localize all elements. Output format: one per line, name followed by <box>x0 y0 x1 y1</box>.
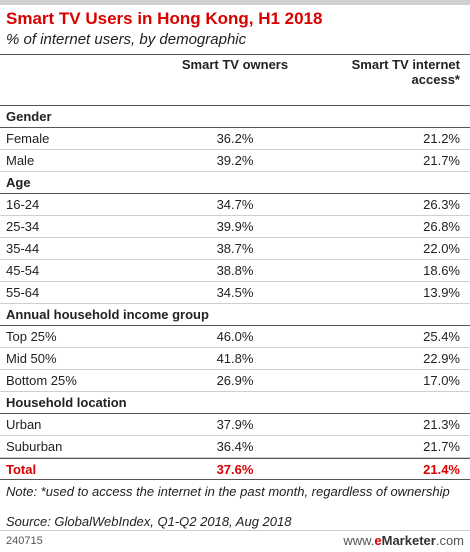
access-value: 26.8% <box>423 219 460 234</box>
chart-source: Source: GlobalWebIndex, Q1-Q2 2018, Aug … <box>6 514 292 529</box>
brand-suffix: .com <box>435 533 464 548</box>
table-row: Female 36.2% 21.2% <box>0 128 470 150</box>
owners-value: 26.9% <box>216 373 254 388</box>
access-value: 21.2% <box>423 131 460 146</box>
owners-value: 36.2% <box>216 131 254 146</box>
row-label: 16-24 <box>6 197 40 212</box>
table-row: 55-64 34.5% 13.9% <box>0 282 470 304</box>
row-label: Male <box>6 153 35 168</box>
data-table: Smart TV owners Smart TV internet access… <box>0 54 470 480</box>
footer: 240715 www.eMarketer.com <box>0 530 470 552</box>
chart-id: 240715 <box>6 535 43 547</box>
access-value: 26.3% <box>423 197 460 212</box>
group-label: Age <box>6 175 31 190</box>
total-row: Total 37.6% 21.4% <box>0 458 470 480</box>
table-row: Urban 37.9% 21.3% <box>0 414 470 436</box>
brand-e: e <box>374 533 382 548</box>
group-header-row: Age <box>0 172 470 194</box>
access-value: 17.0% <box>423 373 460 388</box>
row-label: Urban <box>6 417 42 432</box>
total-owners-value: 37.6% <box>216 462 254 477</box>
table-row: Male 39.2% 21.7% <box>0 150 470 172</box>
owners-value: 39.9% <box>216 219 254 234</box>
group-header-row: Annual household income group <box>0 304 470 326</box>
row-label: 55-64 <box>6 285 40 300</box>
column-header-access: Smart TV internet access* <box>351 57 460 87</box>
group-label: Household location <box>6 395 127 410</box>
table-row: Mid 50% 41.8% 22.9% <box>0 348 470 370</box>
owners-value: 34.7% <box>216 197 254 212</box>
row-label: Suburban <box>6 439 63 454</box>
row-label: 25-34 <box>6 219 40 234</box>
table-row: Bottom 25% 26.9% 17.0% <box>0 370 470 392</box>
table-row: Suburban 36.4% 21.7% <box>0 436 470 458</box>
row-label: Mid 50% <box>6 351 57 366</box>
owners-value: 39.2% <box>216 153 254 168</box>
access-value: 25.4% <box>423 329 460 344</box>
owners-value: 38.7% <box>216 241 254 256</box>
table-row: Top 25% 46.0% 25.4% <box>0 326 470 348</box>
owners-value: 36.4% <box>216 439 254 454</box>
chart-note: Note: *used to access the internet in th… <box>6 484 450 499</box>
owners-value: 38.8% <box>216 263 254 278</box>
access-value: 22.0% <box>423 241 460 256</box>
top-accent-bar <box>0 0 470 5</box>
group-header-row: Gender <box>0 106 470 128</box>
chart-title: Smart TV Users in Hong Kong, H1 2018 <box>6 9 323 28</box>
total-label: Total <box>6 462 37 477</box>
chart-subtitle: % of internet users, by demographic <box>6 31 247 48</box>
owners-value: 46.0% <box>216 329 254 344</box>
access-value: 21.3% <box>423 417 460 432</box>
table-row: 25-34 39.9% 26.8% <box>0 216 470 238</box>
group-header-row: Household location <box>0 392 470 414</box>
table-header: Smart TV owners Smart TV internet access… <box>0 54 470 106</box>
row-label: 35-44 <box>6 241 40 256</box>
table-row: 45-54 38.8% 18.6% <box>0 260 470 282</box>
brand-prefix: www. <box>343 533 375 548</box>
total-access-value: 21.4% <box>423 462 460 477</box>
group-label: Annual household income group <box>6 307 209 322</box>
table-body: Gender Female 36.2% 21.2% Male 39.2% 21.7% Age 1… <box>0 106 470 480</box>
column-header-owners: Smart TV owners <box>181 57 289 72</box>
access-value: 13.9% <box>423 285 460 300</box>
table-row: 35-44 38.7% 22.0% <box>0 238 470 260</box>
access-value: 21.7% <box>423 439 460 454</box>
brand-name: Marketer <box>381 533 436 548</box>
access-value: 21.7% <box>423 153 460 168</box>
group-label: Gender <box>6 109 52 124</box>
owners-value: 34.5% <box>216 285 254 300</box>
access-value: 18.6% <box>423 263 460 278</box>
row-label: Female <box>6 131 50 146</box>
row-label: 45-54 <box>6 263 40 278</box>
access-value: 22.9% <box>423 351 460 366</box>
owners-value: 37.9% <box>216 417 254 432</box>
row-label: Bottom 25% <box>6 373 77 388</box>
table-row: 16-24 34.7% 26.3% <box>0 194 470 216</box>
owners-value: 41.8% <box>216 351 254 366</box>
row-label: Top 25% <box>6 329 57 344</box>
brand-link[interactable]: www.eMarketer.com <box>343 533 464 548</box>
